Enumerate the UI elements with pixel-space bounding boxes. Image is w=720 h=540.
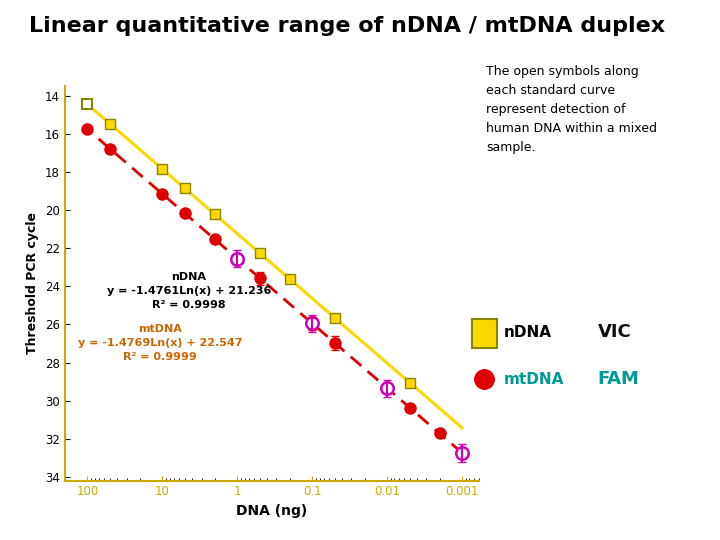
Text: VIC: VIC xyxy=(598,323,631,341)
Text: mtDNA
y = -1.4769Ln(x) + 22.547
R² = 0.9999: mtDNA y = -1.4769Ln(x) + 22.547 R² = 0.9… xyxy=(78,323,242,362)
Text: nDNA: nDNA xyxy=(504,325,552,340)
Text: nDNA
y = -1.4761Ln(x) + 21.236
R² = 0.9998: nDNA y = -1.4761Ln(x) + 21.236 R² = 0.99… xyxy=(107,272,271,310)
Text: mtDNA: mtDNA xyxy=(504,372,564,387)
Text: Linear quantitative range of nDNA / mtDNA duplex: Linear quantitative range of nDNA / mtDN… xyxy=(29,16,665,36)
Y-axis label: Threshold PCR cycle: Threshold PCR cycle xyxy=(27,213,40,354)
Text: The open symbols along
each standard curve
represent detection of
human DNA with: The open symbols along each standard cur… xyxy=(486,65,657,154)
X-axis label: DNA (ng): DNA (ng) xyxy=(236,504,307,518)
Text: FAM: FAM xyxy=(598,370,639,388)
